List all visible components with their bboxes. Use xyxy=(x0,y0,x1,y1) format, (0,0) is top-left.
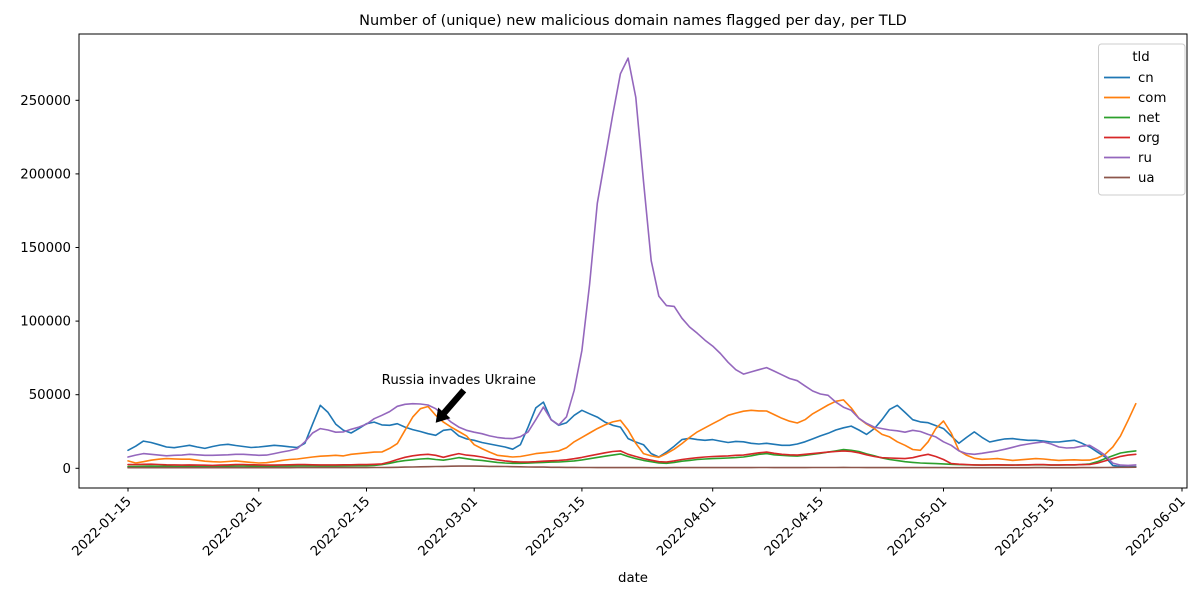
x-tick-label: 2022-02-01 xyxy=(200,494,265,559)
x-tick-label: 2022-03-01 xyxy=(416,494,481,559)
series-line-com xyxy=(127,399,1137,464)
x-tick-label: 2022-05-01 xyxy=(885,494,950,559)
y-tick-label: 250000 xyxy=(20,94,71,109)
annotation-text: Russia invades Ukraine xyxy=(382,373,536,388)
x-tick-label: 2022-01-15 xyxy=(70,494,135,559)
y-tick-label: 0 xyxy=(63,462,71,477)
series-line-cn xyxy=(127,401,1137,468)
x-tick-label: 2022-06-01 xyxy=(1124,494,1189,559)
legend-label-ua: ua xyxy=(1138,171,1155,186)
annotation-arrow-icon xyxy=(435,388,467,423)
y-tick-label: 200000 xyxy=(20,167,71,182)
legend: tld cn com net org ru ua xyxy=(1098,43,1186,196)
y-tick-label: 50000 xyxy=(29,388,71,403)
legend-label-ru: ru xyxy=(1138,151,1152,166)
legend-label-net: net xyxy=(1138,111,1160,126)
series-line-ru xyxy=(127,57,1137,467)
legend-label-cn: cn xyxy=(1138,71,1154,86)
legend-label-org: org xyxy=(1138,131,1160,146)
chart-title: Number of (unique) new malicious domain … xyxy=(359,13,907,29)
x-tick-label: 2022-05-15 xyxy=(993,494,1058,559)
series-line-org xyxy=(127,450,1137,467)
plot-area: 0 50000 100000 150000 200000 250000 2022-01-15… xyxy=(20,33,1189,559)
series-line-ua xyxy=(127,465,1137,469)
plot-frame xyxy=(78,33,1188,489)
x-axis-label: date xyxy=(618,571,648,586)
legend-label-com: com xyxy=(1138,91,1166,106)
y-tick-label: 150000 xyxy=(20,241,71,256)
x-tick-label: 2022-02-15 xyxy=(308,494,373,559)
x-tick-label: 2022-04-01 xyxy=(654,494,719,559)
x-tick-label: 2022-04-15 xyxy=(762,494,827,559)
y-tick-label: 100000 xyxy=(20,315,71,330)
annotation: Russia invades Ukraine xyxy=(382,373,536,423)
x-tick-label: 2022-03-15 xyxy=(523,494,588,559)
legend-title: tld xyxy=(1132,50,1149,65)
